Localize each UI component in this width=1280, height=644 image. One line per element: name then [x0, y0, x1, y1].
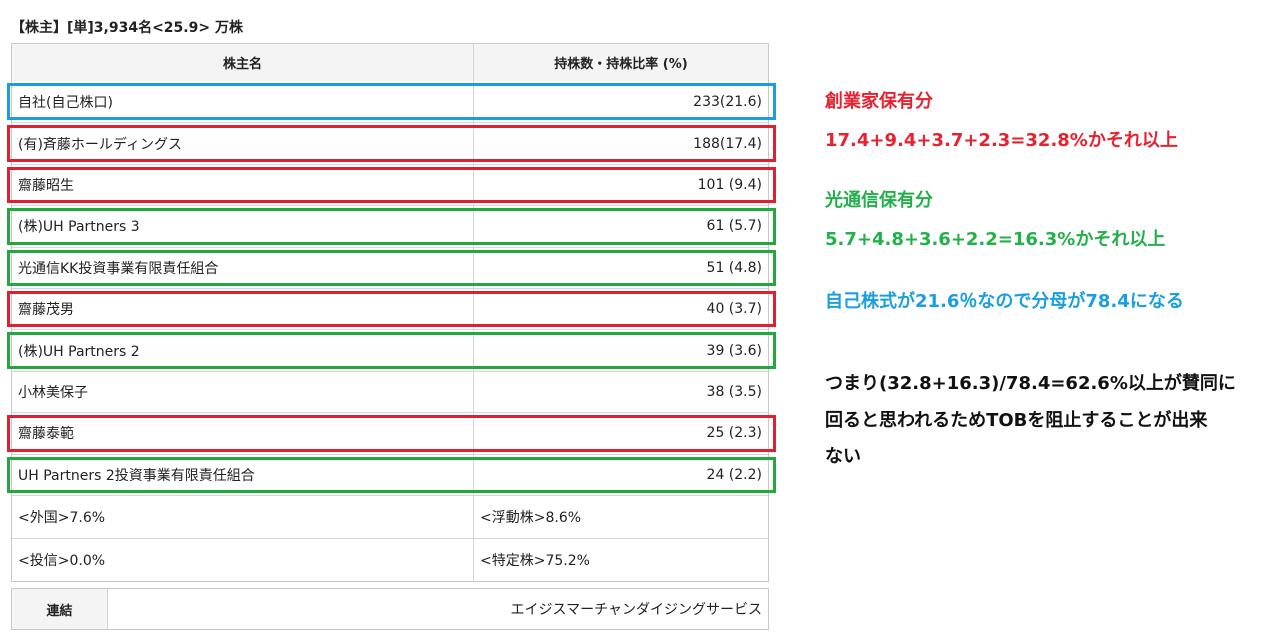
- footer-cell: <投信>0.0%: [12, 538, 474, 581]
- note: ない: [825, 446, 861, 467]
- footer-cell: <外国>7.6%: [12, 495, 474, 538]
- table-row: (株)UH Partners 2 39 (3.6): [7, 329, 776, 371]
- shareholding: 233(21.6): [693, 93, 762, 110]
- consolidated-value: エイジスマーチャンダイジングサービス: [510, 602, 762, 618]
- header-cell: 株主名: [12, 44, 474, 81]
- footer-cell: <特定株>75.2%: [480, 552, 590, 569]
- shareholder-name: 小林美保子: [12, 371, 474, 413]
- table-row: 齋藤茂男 40 (3.7): [7, 287, 776, 330]
- table-row: (株)UH Partners 3 61 (5.7): [7, 205, 776, 247]
- footer-row: <投信>0.0% <特定株>75.2%: [12, 537, 768, 581]
- title: 【株主】[単]3,934名<25.9> 万株: [11, 20, 243, 36]
- table-row: 齋藤泰範 25 (2.3): [7, 412, 776, 454]
- shareholding: 101 (9.4): [697, 176, 762, 193]
- table-row: UH Partners 2投資事業有限責任組合 24 (2.2): [7, 453, 776, 495]
- shareholder-name: 光通信KK投資事業有限責任組合: [12, 247, 474, 288]
- header-row: 株主名 持株数・持株比率 (%): [12, 44, 768, 81]
- consolidated-table: 連結 エイジスマーチャンダイジングサービス: [11, 588, 769, 630]
- note: 17.4+9.4+3.7+2.3=32.8%かそれ以上: [825, 130, 1178, 151]
- shareholder-name: (株)UH Partners 3: [12, 206, 474, 247]
- shareholder-name: 齋藤昭生: [12, 164, 474, 206]
- shareholding: 39 (3.6): [706, 342, 762, 359]
- shareholding: 188(17.4): [693, 135, 762, 152]
- note: 光通信保有分: [825, 190, 933, 211]
- consolidated-label: 連結: [12, 589, 108, 629]
- shareholder-name: (有)斉藤ホールディングス: [12, 123, 474, 164]
- shareholder-name: 齋藤茂男: [12, 288, 474, 330]
- table-row: 自社(自己株口) 233(21.6): [7, 81, 776, 123]
- shareholder-table: 株主名 持株数・持株比率 (%) 自社(自己株口) 233(21.6) (有)斉藤ホ…: [7, 43, 776, 582]
- shareholding: 40 (3.7): [706, 301, 762, 318]
- shareholder-name: UH Partners 2投資事業有限責任組合: [12, 454, 474, 495]
- table-row: 齋藤昭生 101 (9.4): [7, 163, 776, 206]
- note: 創業家保有分: [825, 91, 933, 112]
- shareholder-name: (株)UH Partners 2: [12, 330, 474, 371]
- shareholding: 38 (3.5): [706, 383, 762, 400]
- table-row: 光通信KK投資事業有限責任組合 51 (4.8): [7, 246, 776, 288]
- table-row: (有)斉藤ホールディングス 188(17.4): [7, 122, 776, 164]
- note: つまり(32.8+16.3)/78.4=62.6%以上が賛同に: [825, 373, 1236, 394]
- shareholder-name: 自社(自己株口): [12, 81, 474, 123]
- shareholding: 61 (5.7): [706, 218, 762, 235]
- footer-row: <外国>7.6% <浮動株>8.6%: [12, 494, 768, 538]
- shareholding: 24 (2.2): [706, 466, 762, 483]
- shareholding: 25 (2.3): [706, 425, 762, 442]
- note: 5.7+4.8+3.6+2.2=16.3%かそれ以上: [825, 229, 1166, 250]
- table-row: 小林美保子 38 (3.5): [12, 370, 768, 413]
- header-cell: 持株数・持株比率 (%): [554, 57, 688, 72]
- note: 回ると思われるためTOBを阻止することが出来: [825, 410, 1208, 431]
- footer-cell: <浮動株>8.6%: [480, 509, 582, 526]
- note: 自己株式が21.6％なので分母が78.4になる: [825, 291, 1184, 312]
- shareholder-name: 齋藤泰範: [12, 413, 474, 454]
- shareholding: 51 (4.8): [706, 259, 762, 276]
